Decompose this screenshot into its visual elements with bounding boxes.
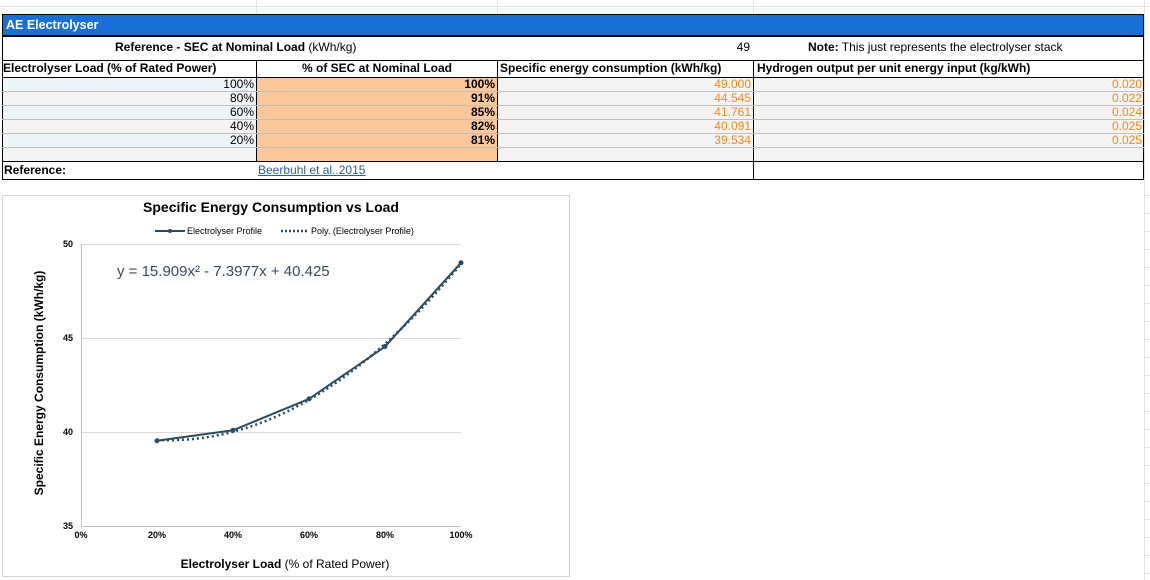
load-cell[interactable]: 100% (223, 77, 254, 91)
sec-cell[interactable]: 49.000 (714, 77, 751, 91)
chart-container[interactable]: Specific Energy Consumption vs Load Elect… (2, 195, 570, 577)
pct-cell[interactable]: 85% (470, 105, 495, 119)
sec-cell[interactable]: 40.091 (714, 119, 751, 133)
x-tick-label: 80% (376, 530, 394, 540)
pct-cell[interactable]: 82% (470, 119, 495, 133)
x-axis-title: Electrolyser Load (% of Rated Power) (181, 557, 390, 571)
pct-cell[interactable]: 81% (470, 133, 495, 147)
trendline-poly (156, 263, 462, 442)
sec-cell[interactable]: 39.534 (714, 133, 751, 147)
sec-cell[interactable]: 44.545 (714, 91, 751, 105)
h2-cell[interactable]: 0.020 (1111, 77, 1142, 91)
y-tick-label: 45 (63, 333, 73, 343)
h2-cell[interactable]: 0.024 (1111, 105, 1142, 119)
reference-sec-value[interactable]: 49 (736, 40, 750, 54)
load-cell[interactable]: 80% (229, 91, 254, 105)
table-grid (2, 36, 1144, 180)
x-tick-label: 60% (300, 530, 318, 540)
series-line-electrolyser-profile (156, 262, 462, 442)
load-cell[interactable]: 20% (229, 133, 254, 147)
data-point (382, 344, 388, 350)
legend-label-electrolyser-profile: Electrolyser Profile (187, 226, 262, 236)
data-point (458, 260, 464, 266)
legend-marker-electrolyser-profile (168, 229, 172, 233)
header-pct-sec[interactable]: % of SEC at Nominal Load (301, 61, 452, 75)
reference-sec-label: Reference - SEC at Nominal Load (kWh/kg) (115, 40, 357, 54)
legend-label-trendline: Poly. (Electrolyser Profile) (311, 226, 414, 236)
note-cell: Note: This just represents the electroly… (808, 40, 1063, 54)
load-cell[interactable]: 60% (229, 105, 254, 119)
header-h2-output[interactable]: Hydrogen output per unit energy input (k… (757, 61, 1031, 75)
sec-vs-load-chart: Specific Energy Consumption vs Load Elect… (32, 199, 473, 571)
x-tick-label: 20% (148, 530, 166, 540)
sec-cell[interactable]: 41.761 (714, 105, 751, 119)
reference-row-label: Reference: (4, 163, 67, 177)
pct-cell[interactable]: 100% (464, 77, 495, 91)
y-tick-label: 40 (63, 427, 73, 437)
header-load[interactable]: Electrolyser Load (% of Rated Power) (3, 61, 217, 75)
trendline-equation: y = 15.909x² - 7.3977x + 40.425 (117, 263, 330, 280)
reference-link[interactable]: Beerbuhl et al..2015 (258, 163, 366, 177)
x-tick-label: 40% (224, 530, 242, 540)
load-cell[interactable]: 40% (229, 119, 254, 133)
y-tick-label: 35 (63, 521, 73, 531)
data-point (154, 438, 160, 444)
sheet-title: AE Electrolyser (6, 18, 99, 32)
h2-cell[interactable]: 0.025 (1111, 133, 1142, 147)
chart-title: Specific Energy Consumption vs Load (143, 199, 399, 215)
h2-cell[interactable]: 0.025 (1111, 119, 1142, 133)
data-point (230, 427, 236, 433)
data-point (306, 396, 312, 402)
pct-cell[interactable]: 91% (470, 91, 495, 105)
sheet-title-bar: AE Electrolyser (2, 14, 1144, 36)
x-tick-label: 0% (74, 530, 87, 540)
h2-cell[interactable]: 0.022 (1111, 91, 1142, 105)
x-tick-label: 100% (449, 530, 472, 540)
header-sec[interactable]: Specific energy consumption (kWh/kg) (500, 61, 722, 75)
y-axis-title: Specific Energy Consumption (kWh/kg) (32, 271, 46, 496)
y-tick-label: 50 (63, 239, 73, 249)
